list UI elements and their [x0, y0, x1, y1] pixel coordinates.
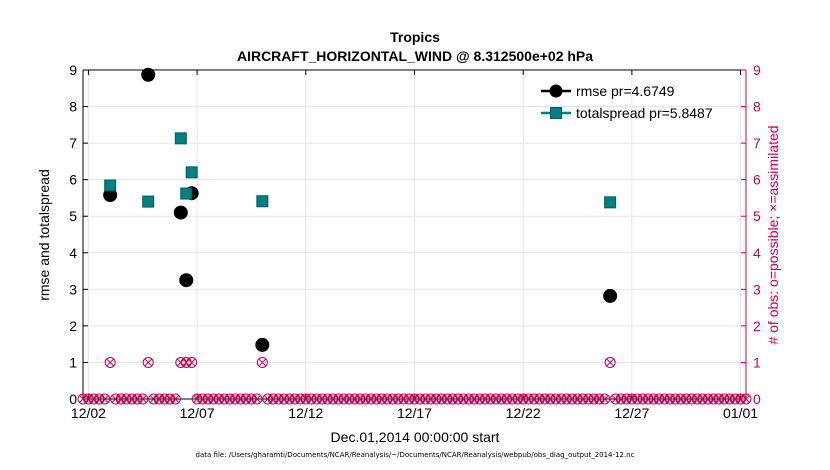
y-tick-label-right: 9: [753, 62, 761, 78]
x-tick-label: 12/12: [288, 405, 323, 421]
obs-cross-b: [742, 395, 750, 403]
x-tick-label: 12/22: [506, 405, 541, 421]
rmse-point: [173, 205, 188, 220]
y-tick-label: 8: [69, 99, 77, 115]
obs-point: [599, 393, 611, 405]
y-tick-label: 3: [69, 281, 77, 297]
rmse-point: [603, 288, 618, 303]
axes: 12/02 12/07 12/12 12/17 12/22 12/27 01/010 01 12…: [69, 62, 761, 421]
obs-cross-b: [138, 395, 147, 403]
totalspread-point: [142, 195, 155, 208]
y-tick-label-right: 1: [753, 354, 761, 370]
y-tick-label-right: 0: [753, 391, 761, 407]
obs-circle: [142, 356, 154, 368]
obs-point: [740, 393, 752, 405]
y-tick-label: 7: [69, 135, 77, 151]
rmse-point: [141, 67, 156, 82]
obs-circle: [604, 356, 616, 368]
y-tick-label: 9: [69, 62, 77, 78]
obs-point: [137, 393, 149, 405]
totalspread-point: [256, 195, 269, 208]
legend: rmse pr=4.6749 totalspread pr=5.8487: [541, 83, 713, 121]
obs-circle: [137, 393, 149, 405]
y-tick-label: 0: [69, 391, 77, 407]
y-tick-label: 6: [69, 172, 77, 188]
rmse-point: [179, 273, 194, 288]
obs-point: [604, 356, 616, 368]
obs-cross-b: [171, 395, 180, 403]
rmse-point: [255, 337, 270, 352]
legend-totalspread-marker: [550, 107, 562, 119]
chart-subtitle: AIRCRAFT_HORIZONTAL_WIND @ 8.312500e+02 …: [237, 48, 593, 64]
totalspread-point: [104, 179, 117, 192]
legend-rmse-label: rmse pr=4.6749: [576, 83, 675, 99]
obs-circle: [99, 393, 111, 405]
obs-cross-b: [100, 395, 109, 403]
y-tick-label: 2: [69, 318, 77, 334]
obs-point: [256, 356, 268, 368]
x-tick-label: 12/27: [614, 405, 649, 421]
x-axis-label: Dec.01,2014 00:00:00 start: [331, 429, 500, 445]
obs-point: [104, 356, 116, 368]
obs-cross-b: [252, 395, 261, 403]
data-file-note: data file: /Users/gharamti/Documents/NCA…: [195, 451, 635, 459]
y-axis-right-label: # of obs: o=possible; ×=assimilated: [765, 125, 781, 344]
obs-circle: [251, 393, 263, 405]
legend-rmse-marker: [549, 84, 563, 98]
obs-circle: [104, 356, 116, 368]
obs-cross-b: [144, 358, 153, 367]
x-tick-label: 01/01: [723, 405, 758, 421]
y-axis-label: rmse and totalspread: [36, 169, 52, 301]
y-tick-label: 4: [69, 245, 77, 261]
obs-circle: [256, 356, 268, 368]
y-tick-label-right: 4: [753, 245, 761, 261]
y-tick-label-right: 7: [753, 135, 761, 151]
legend-totalspread-label: totalspread pr=5.8487: [576, 105, 713, 121]
obs-point: [99, 393, 111, 405]
obs-circle: [169, 393, 181, 405]
obs-circle: [599, 393, 611, 405]
obs-point: [142, 356, 154, 368]
obs-cross-b: [258, 358, 267, 367]
obs-cross-b: [606, 358, 615, 367]
obs-circle: [740, 393, 752, 405]
obs-cross-b: [600, 395, 609, 403]
y-tick-label: 1: [69, 354, 77, 370]
totalspread-point: [174, 132, 187, 145]
totalspread-point: [604, 196, 617, 209]
x-tick-label: 12/02: [71, 405, 106, 421]
obs-point: [251, 393, 263, 405]
obs-point: [186, 356, 198, 368]
marks: [77, 67, 752, 405]
x-tick-label: 12/07: [180, 405, 215, 421]
y-tick-label-right: 5: [753, 208, 761, 224]
obs-cross-b: [187, 358, 196, 367]
totalspread-point: [185, 166, 198, 179]
y-tick-label-right: 8: [753, 99, 761, 115]
obs-circle: [186, 356, 198, 368]
x-tick-label: 12/17: [397, 405, 432, 421]
totalspread-point: [180, 187, 193, 200]
obs-cross-b: [106, 358, 115, 367]
y-tick-label: 5: [69, 208, 77, 224]
y-tick-label-right: 3: [753, 281, 761, 297]
chart-title: Tropics: [390, 29, 440, 45]
y-tick-label-right: 6: [753, 172, 761, 188]
obs-point: [169, 393, 181, 405]
y-tick-label-right: 2: [753, 318, 761, 334]
